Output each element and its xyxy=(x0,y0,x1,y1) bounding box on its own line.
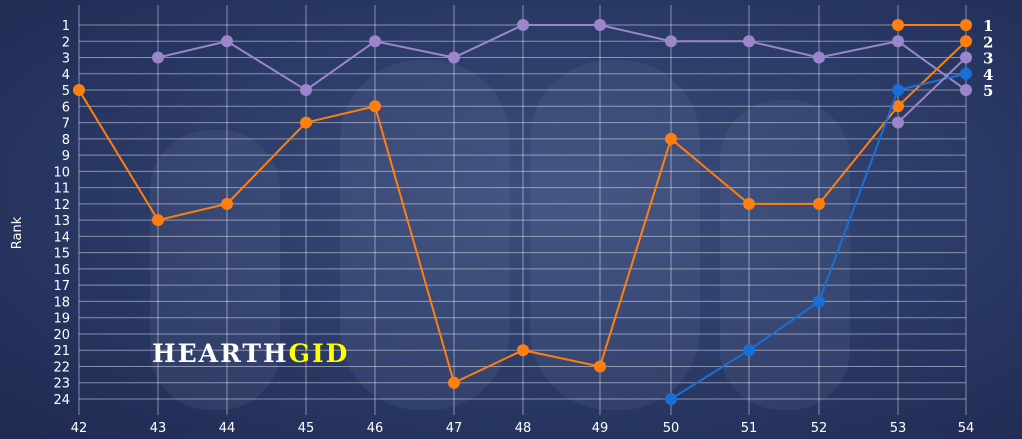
x-tick-label: 51 xyxy=(741,421,758,436)
y-tick-label: 12 xyxy=(53,198,70,213)
data-point xyxy=(221,197,233,210)
x-tick-label: 46 xyxy=(367,421,384,436)
data-point xyxy=(892,35,904,48)
data-point xyxy=(517,19,529,31)
data-point xyxy=(813,295,825,308)
series-3 xyxy=(665,67,972,405)
rank-label: 5 xyxy=(983,82,993,100)
data-point xyxy=(892,84,904,97)
rank-label: 2 xyxy=(983,33,993,51)
x-tick-label: 50 xyxy=(663,421,680,436)
x-tick-label: 44 xyxy=(219,421,236,436)
y-tick-label: 10 xyxy=(53,165,70,180)
data-point xyxy=(743,35,755,48)
data-point xyxy=(960,84,972,97)
data-point xyxy=(369,100,381,113)
x-tick-label: 52 xyxy=(811,421,828,436)
data-point xyxy=(369,35,381,48)
series-2 xyxy=(152,19,972,97)
data-point xyxy=(892,116,904,129)
data-point xyxy=(152,214,164,227)
y-tick-label: 18 xyxy=(53,295,70,310)
data-point xyxy=(448,51,460,64)
data-point xyxy=(892,100,904,113)
watermark-part2: GID xyxy=(289,339,350,368)
series-line xyxy=(157,24,967,92)
series-group xyxy=(73,19,972,405)
data-point xyxy=(300,116,312,129)
data-point xyxy=(152,51,164,64)
data-point xyxy=(665,35,677,48)
y-tick-label: 1 xyxy=(62,19,70,34)
y-tick-label: 15 xyxy=(53,247,70,262)
data-point xyxy=(813,197,825,210)
y-tick-label: 22 xyxy=(53,360,70,375)
y-tick-label: 16 xyxy=(53,263,70,278)
watermark-part1: HEARTH xyxy=(152,339,289,368)
y-tick-label: 23 xyxy=(53,377,70,392)
y-tick-label: 2 xyxy=(62,35,70,50)
x-axis: 42 43 44 45 46 47 48 49 50 51 52 53 54 xyxy=(71,421,975,436)
rank-label: 3 xyxy=(983,50,993,68)
series-5 xyxy=(892,51,972,129)
series-1 xyxy=(73,35,972,389)
x-tick-label: 45 xyxy=(298,421,315,436)
y-tick-label: 9 xyxy=(62,149,70,164)
y-tick-label: 19 xyxy=(53,312,70,327)
y-tick-label: 24 xyxy=(53,393,70,408)
data-point xyxy=(594,360,606,373)
y-tick-label: 7 xyxy=(62,117,70,132)
x-tick-label: 43 xyxy=(150,421,167,436)
data-point xyxy=(892,19,904,31)
background-art xyxy=(150,60,850,410)
data-point xyxy=(665,132,677,145)
watermark-logo: HEARTHGID xyxy=(152,339,349,368)
y-tick-label: 14 xyxy=(53,230,70,245)
y-tick-label: 3 xyxy=(62,52,70,67)
data-point xyxy=(960,19,972,31)
y-tick-label: 13 xyxy=(53,214,70,229)
data-point xyxy=(221,35,233,48)
x-tick-label: 42 xyxy=(71,421,88,436)
data-point xyxy=(300,84,312,97)
y-axis-label: Rank xyxy=(10,216,25,249)
rank-label: 1 xyxy=(983,17,993,35)
x-tick-label: 54 xyxy=(958,421,975,436)
y-tick-label: 21 xyxy=(53,344,70,359)
x-tick-label: 48 xyxy=(515,421,532,436)
data-point xyxy=(73,84,85,97)
x-tick-label: 53 xyxy=(890,421,907,436)
y-tick-label: 17 xyxy=(53,279,70,294)
y-tick-label: 11 xyxy=(53,182,70,197)
data-point xyxy=(960,35,972,48)
data-point xyxy=(743,197,755,210)
data-point xyxy=(517,344,529,357)
x-tick-label: 49 xyxy=(592,421,609,436)
data-point xyxy=(960,67,972,80)
x-tick-label: 47 xyxy=(446,421,463,436)
series-line xyxy=(897,56,967,124)
data-point xyxy=(960,51,972,64)
y-tick-label: 8 xyxy=(62,133,70,148)
data-point xyxy=(594,19,606,31)
series-4 xyxy=(892,19,972,31)
data-point xyxy=(743,344,755,357)
y-tick-label: 6 xyxy=(62,100,70,115)
y-tick-label: 4 xyxy=(62,68,70,83)
y-tick-label: 5 xyxy=(62,84,70,99)
data-point xyxy=(813,51,825,64)
data-point xyxy=(665,393,677,405)
data-point xyxy=(448,376,460,389)
y-tick-label: 20 xyxy=(53,328,70,343)
rank-label: 4 xyxy=(983,66,993,84)
